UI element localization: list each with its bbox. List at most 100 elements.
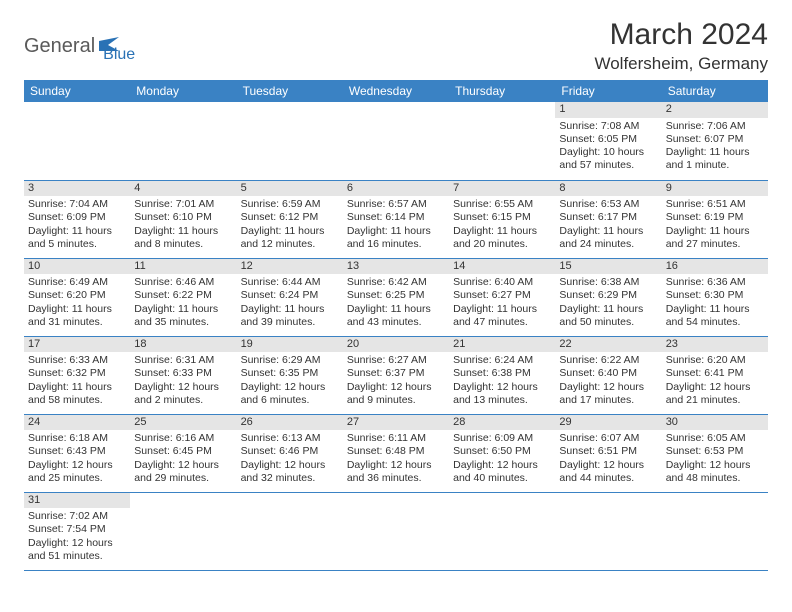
sunset-text: Sunset: 6:24 PM: [241, 289, 339, 302]
sunset-text: Sunset: 6:07 PM: [666, 133, 764, 146]
sunset-text: Sunset: 6:43 PM: [28, 445, 126, 458]
calendar-day-cell: 30Sunrise: 6:05 AMSunset: 6:53 PMDayligh…: [662, 414, 768, 492]
weekday-header: Friday: [555, 80, 661, 102]
sunrise-text: Sunrise: 6:40 AM: [453, 276, 551, 289]
calendar-day-cell: 6Sunrise: 6:57 AMSunset: 6:14 PMDaylight…: [343, 180, 449, 258]
calendar-day-cell: 28Sunrise: 6:09 AMSunset: 6:50 PMDayligh…: [449, 414, 555, 492]
sunrise-text: Sunrise: 7:04 AM: [28, 198, 126, 211]
sunrise-text: Sunrise: 6:11 AM: [347, 432, 445, 445]
day-number: 1: [555, 102, 661, 118]
daylight-text: Daylight: 12 hours and 29 minutes.: [134, 459, 232, 485]
day-number: 21: [449, 337, 555, 353]
calendar-day-cell: [343, 492, 449, 570]
day-number: 2: [662, 102, 768, 118]
calendar-day-cell: 25Sunrise: 6:16 AMSunset: 6:45 PMDayligh…: [130, 414, 236, 492]
sunrise-text: Sunrise: 6:18 AM: [28, 432, 126, 445]
sunset-text: Sunset: 6:25 PM: [347, 289, 445, 302]
sunset-text: Sunset: 6:17 PM: [559, 211, 657, 224]
calendar-day-cell: 26Sunrise: 6:13 AMSunset: 6:46 PMDayligh…: [237, 414, 343, 492]
daylight-text: Daylight: 12 hours and 2 minutes.: [134, 381, 232, 407]
calendar-day-cell: 11Sunrise: 6:46 AMSunset: 6:22 PMDayligh…: [130, 258, 236, 336]
daylight-text: Daylight: 12 hours and 17 minutes.: [559, 381, 657, 407]
sunset-text: Sunset: 6:40 PM: [559, 367, 657, 380]
calendar-day-cell: 7Sunrise: 6:55 AMSunset: 6:15 PMDaylight…: [449, 180, 555, 258]
sunset-text: Sunset: 6:22 PM: [134, 289, 232, 302]
sunrise-text: Sunrise: 6:36 AM: [666, 276, 764, 289]
sunrise-text: Sunrise: 6:13 AM: [241, 432, 339, 445]
sunrise-text: Sunrise: 6:33 AM: [28, 354, 126, 367]
calendar-day-cell: 21Sunrise: 6:24 AMSunset: 6:38 PMDayligh…: [449, 336, 555, 414]
sunrise-text: Sunrise: 6:57 AM: [347, 198, 445, 211]
weekday-header: Monday: [130, 80, 236, 102]
calendar-day-cell: 20Sunrise: 6:27 AMSunset: 6:37 PMDayligh…: [343, 336, 449, 414]
sunset-text: Sunset: 6:33 PM: [134, 367, 232, 380]
sunrise-text: Sunrise: 7:01 AM: [134, 198, 232, 211]
day-number: 24: [24, 415, 130, 431]
calendar-week-row: 17Sunrise: 6:33 AMSunset: 6:32 PMDayligh…: [24, 336, 768, 414]
weekday-header: Wednesday: [343, 80, 449, 102]
day-number: 18: [130, 337, 236, 353]
sunset-text: Sunset: 6:53 PM: [666, 445, 764, 458]
calendar-day-cell: 16Sunrise: 6:36 AMSunset: 6:30 PMDayligh…: [662, 258, 768, 336]
calendar-day-cell: 8Sunrise: 6:53 AMSunset: 6:17 PMDaylight…: [555, 180, 661, 258]
day-number: 5: [237, 181, 343, 197]
calendar-day-cell: 10Sunrise: 6:49 AMSunset: 6:20 PMDayligh…: [24, 258, 130, 336]
calendar-day-cell: [237, 102, 343, 180]
sunrise-text: Sunrise: 7:02 AM: [28, 510, 126, 523]
sunset-text: Sunset: 6:46 PM: [241, 445, 339, 458]
day-number: 11: [130, 259, 236, 275]
daylight-text: Daylight: 12 hours and 40 minutes.: [453, 459, 551, 485]
calendar-day-cell: 18Sunrise: 6:31 AMSunset: 6:33 PMDayligh…: [130, 336, 236, 414]
calendar-day-cell: [555, 492, 661, 570]
daylight-text: Daylight: 12 hours and 32 minutes.: [241, 459, 339, 485]
daylight-text: Daylight: 11 hours and 43 minutes.: [347, 303, 445, 329]
day-number: 4: [130, 181, 236, 197]
sunset-text: Sunset: 6:48 PM: [347, 445, 445, 458]
logo-text-general: General: [24, 35, 95, 58]
calendar-day-cell: [662, 492, 768, 570]
day-number: 13: [343, 259, 449, 275]
calendar-day-cell: 22Sunrise: 6:22 AMSunset: 6:40 PMDayligh…: [555, 336, 661, 414]
logo: General Blue: [24, 28, 135, 64]
calendar-day-cell: 23Sunrise: 6:20 AMSunset: 6:41 PMDayligh…: [662, 336, 768, 414]
calendar-day-cell: 24Sunrise: 6:18 AMSunset: 6:43 PMDayligh…: [24, 414, 130, 492]
sunset-text: Sunset: 6:41 PM: [666, 367, 764, 380]
sunrise-text: Sunrise: 6:38 AM: [559, 276, 657, 289]
calendar-week-row: 1Sunrise: 7:08 AMSunset: 6:05 PMDaylight…: [24, 102, 768, 180]
sunrise-text: Sunrise: 7:08 AM: [559, 120, 657, 133]
sunset-text: Sunset: 6:38 PM: [453, 367, 551, 380]
day-number: 27: [343, 415, 449, 431]
daylight-text: Daylight: 11 hours and 39 minutes.: [241, 303, 339, 329]
calendar-body: 1Sunrise: 7:08 AMSunset: 6:05 PMDaylight…: [24, 102, 768, 570]
daylight-text: Daylight: 11 hours and 35 minutes.: [134, 303, 232, 329]
daylight-text: Daylight: 12 hours and 13 minutes.: [453, 381, 551, 407]
sunset-text: Sunset: 6:27 PM: [453, 289, 551, 302]
calendar-day-cell: [237, 492, 343, 570]
calendar-day-cell: 5Sunrise: 6:59 AMSunset: 6:12 PMDaylight…: [237, 180, 343, 258]
logo-text-blue: Blue: [103, 46, 135, 64]
day-number: 3: [24, 181, 130, 197]
daylight-text: Daylight: 11 hours and 16 minutes.: [347, 225, 445, 251]
daylight-text: Daylight: 11 hours and 12 minutes.: [241, 225, 339, 251]
sunset-text: Sunset: 6:09 PM: [28, 211, 126, 224]
sunrise-text: Sunrise: 6:24 AM: [453, 354, 551, 367]
daylight-text: Daylight: 12 hours and 25 minutes.: [28, 459, 126, 485]
weekday-header: Saturday: [662, 80, 768, 102]
sunrise-text: Sunrise: 6:20 AM: [666, 354, 764, 367]
sunrise-text: Sunrise: 6:42 AM: [347, 276, 445, 289]
calendar-day-cell: [449, 492, 555, 570]
weekday-header-row: SundayMondayTuesdayWednesdayThursdayFrid…: [24, 80, 768, 102]
sunset-text: Sunset: 6:32 PM: [28, 367, 126, 380]
sunrise-text: Sunrise: 6:49 AM: [28, 276, 126, 289]
sunset-text: Sunset: 6:15 PM: [453, 211, 551, 224]
calendar-day-cell: 12Sunrise: 6:44 AMSunset: 6:24 PMDayligh…: [237, 258, 343, 336]
sunrise-text: Sunrise: 6:05 AM: [666, 432, 764, 445]
day-number: 6: [343, 181, 449, 197]
day-number: 28: [449, 415, 555, 431]
daylight-text: Daylight: 11 hours and 58 minutes.: [28, 381, 126, 407]
day-number: 12: [237, 259, 343, 275]
day-number: 15: [555, 259, 661, 275]
calendar-day-cell: 1Sunrise: 7:08 AMSunset: 6:05 PMDaylight…: [555, 102, 661, 180]
sunset-text: Sunset: 6:50 PM: [453, 445, 551, 458]
calendar-day-cell: [343, 102, 449, 180]
